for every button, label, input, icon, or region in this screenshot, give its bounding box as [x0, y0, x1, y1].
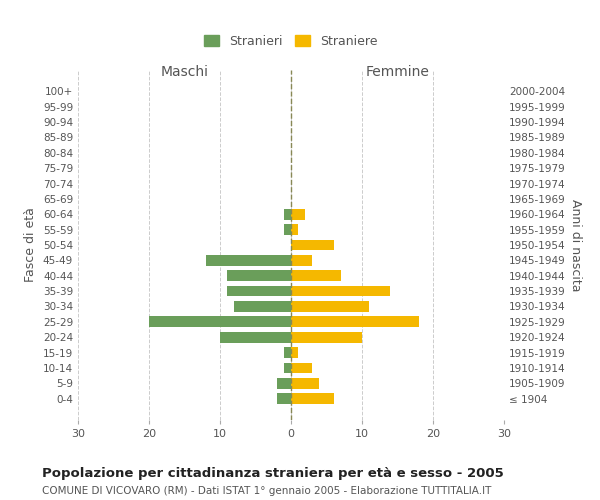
Text: Femmine: Femmine — [365, 65, 430, 79]
Bar — [291, 209, 305, 220]
Bar — [149, 316, 291, 327]
Bar — [227, 286, 291, 296]
Bar — [291, 286, 391, 296]
Bar — [291, 301, 369, 312]
Bar — [291, 362, 313, 374]
Bar — [206, 255, 291, 266]
Bar — [284, 224, 291, 235]
Bar — [284, 362, 291, 374]
Bar — [291, 332, 362, 342]
Bar — [220, 332, 291, 342]
Bar — [277, 378, 291, 388]
Bar — [291, 270, 341, 281]
Bar — [284, 347, 291, 358]
Text: Maschi: Maschi — [161, 65, 209, 79]
Bar — [291, 394, 334, 404]
Bar — [291, 378, 319, 388]
Text: COMUNE DI VICOVARO (RM) - Dati ISTAT 1° gennaio 2005 - Elaborazione TUTTITALIA.I: COMUNE DI VICOVARO (RM) - Dati ISTAT 1° … — [42, 486, 491, 496]
Legend: Stranieri, Straniere: Stranieri, Straniere — [200, 31, 382, 52]
Bar — [291, 316, 419, 327]
Bar — [291, 224, 298, 235]
Text: Popolazione per cittadinanza straniera per età e sesso - 2005: Popolazione per cittadinanza straniera p… — [42, 468, 504, 480]
Y-axis label: Anni di nascita: Anni di nascita — [569, 198, 582, 291]
Bar — [234, 301, 291, 312]
Bar — [284, 209, 291, 220]
Bar — [291, 347, 298, 358]
Bar — [277, 394, 291, 404]
Bar — [291, 240, 334, 250]
Bar — [291, 255, 313, 266]
Y-axis label: Fasce di età: Fasce di età — [25, 208, 37, 282]
Bar — [227, 270, 291, 281]
